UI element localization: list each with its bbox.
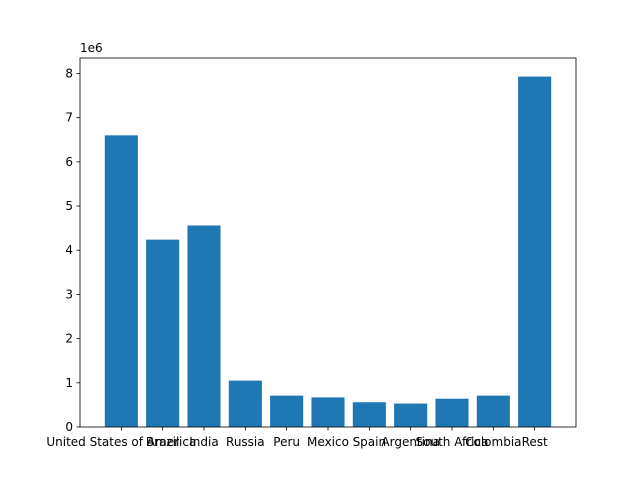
x-tick-label: United States of America <box>46 435 196 449</box>
y-tick-label: 4 <box>65 243 73 257</box>
bar <box>476 395 510 427</box>
x-tick-label: Russia <box>226 435 265 449</box>
bar <box>352 402 386 427</box>
y-tick-label: 2 <box>65 332 73 346</box>
x-tick-label: Brazil <box>146 435 180 449</box>
x-tick-label: Colombia <box>465 435 521 449</box>
bar <box>146 239 180 427</box>
bar <box>518 76 552 427</box>
y-tick-label: 3 <box>65 287 73 301</box>
y-tick-label: 5 <box>65 199 73 213</box>
bar <box>228 380 262 427</box>
y-tick-label: 6 <box>65 155 73 169</box>
y-scale-label: 1e6 <box>80 41 103 55</box>
x-tick-label: Spain <box>353 435 387 449</box>
y-tick-label: 1 <box>65 376 73 390</box>
bar <box>394 403 428 427</box>
y-tick-label: 7 <box>65 111 73 125</box>
y-tick-label: 0 <box>65 420 73 434</box>
x-tick-label: Argentina <box>381 435 440 449</box>
bar <box>270 395 304 427</box>
bars-group <box>104 76 552 427</box>
plot-frame <box>79 57 577 428</box>
x-tick-label: South Africa <box>416 435 489 449</box>
y-tick-label: 8 <box>65 66 73 80</box>
x-tick-label: India <box>189 435 218 449</box>
x-tick-label: Mexico <box>307 435 349 449</box>
x-tick-label: Rest <box>522 435 548 449</box>
bar <box>187 225 221 427</box>
x-tick-label: Peru <box>273 435 300 449</box>
bar <box>104 135 138 427</box>
y-axis: 0 1 2 3 4 5 6 7 8 <box>65 66 80 434</box>
bar <box>311 397 345 427</box>
bar <box>435 398 469 427</box>
